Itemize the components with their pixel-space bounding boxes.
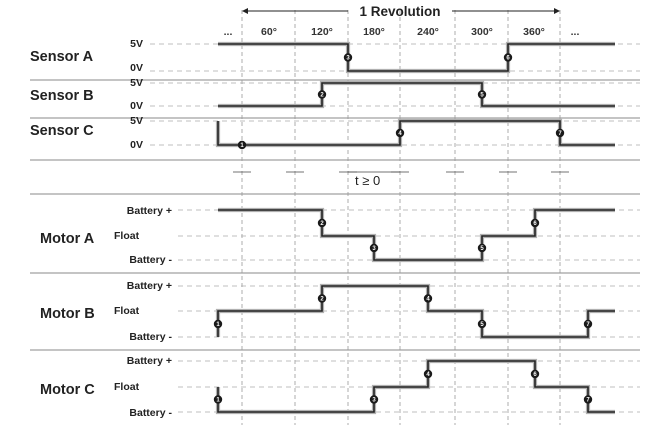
step-marker: 6 xyxy=(530,218,540,228)
step-marker: 2 xyxy=(317,90,327,99)
arrowhead-left xyxy=(242,8,248,14)
step-marker: 6 xyxy=(503,53,513,62)
step-marker: 5 xyxy=(477,243,487,253)
svg-text:3: 3 xyxy=(346,56,350,62)
step-marker: 1 xyxy=(213,319,223,329)
angle-label-300: 300° xyxy=(471,26,493,38)
motor-c-top-label: Battery + xyxy=(127,355,172,367)
svg-text:7: 7 xyxy=(586,398,590,404)
revolution-label: 1 Revolution xyxy=(359,4,440,19)
svg-text:1: 1 xyxy=(216,398,220,404)
step-marker: 3 xyxy=(343,53,353,62)
motor-a-waveform xyxy=(218,209,615,261)
svg-text:6: 6 xyxy=(506,56,510,62)
motor-a-top-label: Battery + xyxy=(127,205,172,217)
svg-text:4: 4 xyxy=(398,131,402,137)
svg-text:1: 1 xyxy=(240,143,244,149)
step-marker: 4 xyxy=(423,294,433,303)
sensor-a-high-label: 5V xyxy=(130,38,143,50)
step-marker: 7 xyxy=(583,395,593,404)
sensor-a-waveform xyxy=(218,43,615,72)
step-marker: 4 xyxy=(395,128,405,138)
motor-c-name: Motor C xyxy=(40,382,95,398)
step-marker: 1 xyxy=(237,140,247,150)
step-marker: 5 xyxy=(477,90,487,99)
motor-a-waveform-shadow xyxy=(218,207,615,263)
svg-text:6: 6 xyxy=(533,372,537,378)
angle-label-180: 180° xyxy=(363,26,385,38)
sensor-a-waveform-shadow xyxy=(218,41,615,74)
motor-a-mid-label: Float xyxy=(114,230,140,242)
sensor-c-high-label: 5V xyxy=(130,115,143,127)
step-marker: 1 xyxy=(213,395,223,404)
motor-b-bottom-label: Battery - xyxy=(129,331,172,343)
step-marker: 2 xyxy=(317,218,327,228)
angle-label-240: 240° xyxy=(417,26,439,38)
svg-text:2: 2 xyxy=(320,297,324,303)
angle-label-60: 60° xyxy=(261,26,277,38)
sensor-b-waveform-shadow xyxy=(218,80,615,109)
sensor-a-name: Sensor A xyxy=(30,49,94,65)
sensor-c-low-label: 0V xyxy=(130,139,143,151)
sensor-c-waveform xyxy=(217,120,615,146)
svg-text:3: 3 xyxy=(372,246,376,252)
svg-text:7: 7 xyxy=(586,322,590,328)
svg-text:2: 2 xyxy=(320,93,324,99)
deadtime-label: t ≥ 0 xyxy=(355,173,380,188)
motor-c-waveform xyxy=(217,360,615,413)
motor-b-name: Motor B xyxy=(40,306,95,322)
svg-text:5: 5 xyxy=(480,322,484,328)
motor-c-mid-label: Float xyxy=(114,381,140,393)
step-marker: 2 xyxy=(317,294,327,303)
step-marker: 5 xyxy=(477,319,487,329)
svg-text:2: 2 xyxy=(320,221,324,227)
svg-text:4: 4 xyxy=(426,372,430,378)
svg-text:7: 7 xyxy=(558,131,562,137)
ellipsis-left: ... xyxy=(224,26,233,38)
svg-text:4: 4 xyxy=(426,297,430,303)
svg-text:5: 5 xyxy=(480,246,484,252)
motor-c-bottom-label: Battery - xyxy=(129,407,172,419)
step-marker: 3 xyxy=(369,243,379,253)
svg-text:3: 3 xyxy=(372,398,376,404)
sensor-b-low-label: 0V xyxy=(130,100,143,112)
motor-b-top-label: Battery + xyxy=(127,280,172,292)
sensor-b-high-label: 5V xyxy=(130,77,143,89)
motor-a-bottom-label: Battery - xyxy=(129,254,172,266)
angle-label-120: 120° xyxy=(311,26,333,38)
step-marker: 3 xyxy=(369,395,379,404)
sensor-c-name: Sensor C xyxy=(30,123,94,139)
step-marker: 6 xyxy=(530,369,540,379)
angle-label-360: 360° xyxy=(523,26,545,38)
motor-a-name: Motor A xyxy=(40,231,95,247)
motor-b-waveform xyxy=(217,285,615,338)
svg-text:6: 6 xyxy=(533,221,537,227)
svg-text:1: 1 xyxy=(216,322,220,328)
sensor-b-waveform xyxy=(218,82,615,107)
svg-text:5: 5 xyxy=(480,93,484,99)
motor-b-mid-label: Float xyxy=(114,305,140,317)
sensor-a-low-label: 0V xyxy=(130,62,143,74)
step-marker: 7 xyxy=(583,319,593,329)
arrowhead-right xyxy=(554,8,560,14)
ellipsis-right: ... xyxy=(571,26,580,38)
step-marker: 4 xyxy=(423,369,433,379)
step-marker: 7 xyxy=(555,128,565,138)
sensor-c-waveform-shadow xyxy=(215,118,615,148)
sensor-b-name: Sensor B xyxy=(30,88,94,104)
